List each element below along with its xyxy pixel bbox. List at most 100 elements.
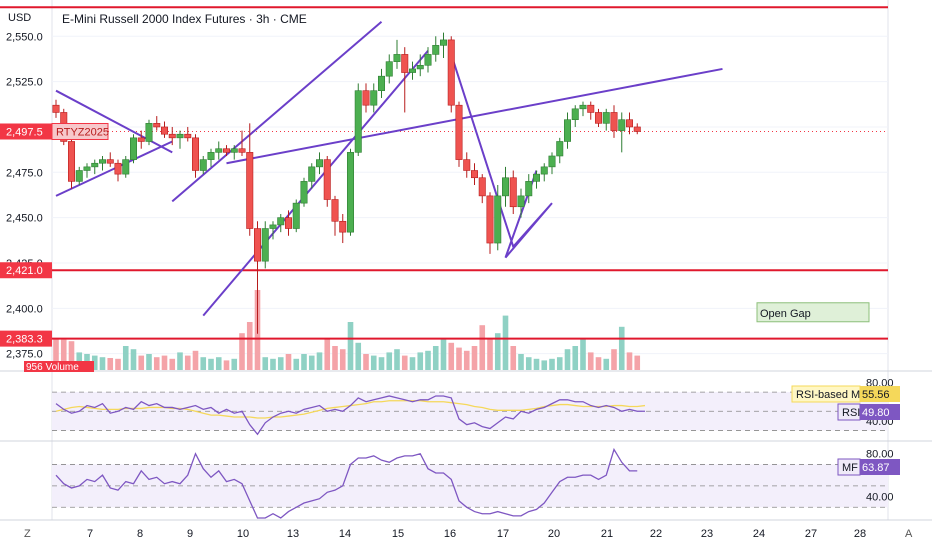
volume-bar xyxy=(68,341,75,370)
price-label: 2,421.0 xyxy=(6,265,43,277)
candle xyxy=(199,159,207,171)
candle xyxy=(370,90,378,106)
candle xyxy=(548,155,556,168)
trendline[interactable] xyxy=(226,67,723,165)
candle xyxy=(346,152,354,233)
volume-bar xyxy=(277,357,284,370)
indicator-value: 63.87 xyxy=(862,462,890,474)
x-tick-label: 7 xyxy=(87,528,93,540)
y-tick-label: 2,450.0 xyxy=(6,213,43,225)
volume-bar xyxy=(308,355,315,370)
volume-bar xyxy=(401,355,408,370)
zoom-button[interactable]: Z xyxy=(24,528,31,540)
symbol-tag-box xyxy=(51,122,109,140)
volume-bar xyxy=(409,357,416,370)
trendline[interactable] xyxy=(202,50,429,317)
candle xyxy=(385,61,393,77)
volume-bar xyxy=(618,326,625,370)
volume-bar xyxy=(510,346,517,370)
candle xyxy=(207,152,215,160)
volume-bar xyxy=(603,358,610,370)
volume-bar xyxy=(53,338,59,370)
x-tick-label: 17 xyxy=(497,528,509,540)
volume-label-box xyxy=(24,361,94,372)
candle xyxy=(571,108,579,121)
candle xyxy=(486,195,494,244)
trendline[interactable] xyxy=(450,54,553,259)
x-tick-label: 27 xyxy=(805,528,817,540)
indicator-tick-label: 80.00 xyxy=(866,449,894,461)
candle xyxy=(432,45,440,55)
candle xyxy=(540,166,548,175)
volume-bar xyxy=(518,354,524,370)
candle xyxy=(525,181,533,197)
candle xyxy=(323,159,331,200)
volume-bar xyxy=(153,357,160,370)
trendline[interactable] xyxy=(55,140,173,197)
indicator-name: RSI-based MA xyxy=(796,389,868,401)
auto-scale-button[interactable]: A xyxy=(905,528,913,540)
volume-bar xyxy=(587,352,594,370)
volume-bar xyxy=(541,360,548,370)
candle xyxy=(99,159,107,164)
candle xyxy=(377,75,385,91)
volume-bar xyxy=(184,355,191,370)
candle xyxy=(137,137,145,142)
volume-bar xyxy=(301,354,307,370)
candle xyxy=(277,217,285,226)
candle xyxy=(106,159,114,164)
chart-title: E-Mini Russell 2000 Index Futures · 3h ·… xyxy=(62,12,307,26)
candle xyxy=(52,104,60,113)
volume-bar xyxy=(239,333,245,370)
x-tick-label: 9 xyxy=(187,528,193,540)
candle xyxy=(556,141,564,157)
volume-bar xyxy=(425,350,431,370)
volume-bar xyxy=(192,350,199,370)
x-tick-label: 13 xyxy=(287,528,299,540)
candle xyxy=(494,195,502,244)
volume-bar xyxy=(231,358,238,370)
candle xyxy=(393,54,401,62)
volume-bar xyxy=(355,342,362,370)
candle xyxy=(168,133,176,139)
open-gap-box[interactable] xyxy=(756,302,870,323)
candle xyxy=(354,90,362,153)
volume-bar xyxy=(479,325,486,370)
volume-bar xyxy=(386,352,393,370)
volume-bar xyxy=(161,355,168,370)
candle xyxy=(532,173,540,182)
candle xyxy=(610,112,618,131)
indicator-name: RSI xyxy=(842,407,860,419)
volume-bar xyxy=(370,355,377,370)
y-tick-label: 2,525.0 xyxy=(6,77,43,89)
candle xyxy=(470,170,478,179)
volume-bar xyxy=(130,349,137,370)
candle xyxy=(145,123,153,142)
candle xyxy=(602,112,610,124)
volume-bar xyxy=(60,339,67,370)
candle xyxy=(238,148,246,153)
volume-bar xyxy=(347,322,354,370)
volume-bar xyxy=(626,352,633,370)
candle xyxy=(416,64,424,70)
price-label: 2,383.3 xyxy=(6,334,43,346)
candle xyxy=(315,159,323,168)
volume-bar xyxy=(471,346,478,370)
volume-bar xyxy=(580,338,586,370)
y-tick-label: 2,550.0 xyxy=(6,31,43,43)
candle xyxy=(401,54,409,73)
trendline[interactable] xyxy=(55,89,173,154)
candle xyxy=(625,119,633,128)
volume-bar xyxy=(177,352,183,370)
indicator-value: 49.80 xyxy=(862,407,890,419)
candle xyxy=(424,54,432,66)
indicator-value-box xyxy=(860,386,900,402)
trendline[interactable] xyxy=(171,21,383,203)
volume-bar xyxy=(502,315,509,370)
volume-bar xyxy=(525,357,532,370)
volume-bar xyxy=(270,358,276,370)
volume-bar xyxy=(556,357,563,370)
volume-bar xyxy=(564,349,571,370)
